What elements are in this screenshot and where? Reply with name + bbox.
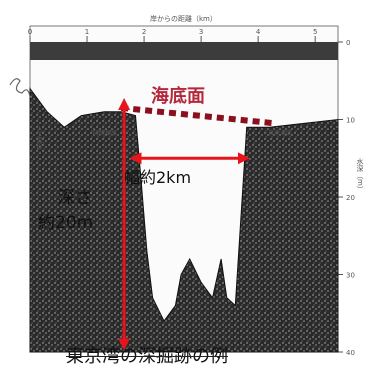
right-axis-label: 水深（m） [356,158,364,193]
chart-label-artificial-shore: 人工海岸 [35,126,42,150]
y-tick-label-3: 30 [346,272,355,280]
shore-scribble [9,78,31,98]
y-tick-label-1: 10 [346,117,355,125]
x-tick-label-4: 4 [256,28,261,36]
top-axis-label: 岸からの距離（km） [150,15,217,23]
x-tick-group: 0 1 2 3 4 5 [28,28,317,42]
seabed-annotation: 海底面 [151,86,205,107]
y-tick-label-2: 20 [346,194,355,202]
chart-label-natural-seabed-right: 自然海底 [268,130,293,137]
y-tick-label-0: 0 [346,39,350,47]
depth-annotation-line1: 深さ [58,188,92,208]
width-annotation: 幅約2km [124,168,192,187]
seabed-profile-area [29,86,339,353]
seabed-dotted-line [120,104,276,127]
x-tick-label-1: 1 [85,28,89,36]
x-tick-label-2: 2 [142,28,146,36]
top-band [30,42,338,60]
chart-label-natural-seabed-left: 自然海底 [92,130,117,137]
y-tick-group: 0 10 20 30 40 [338,39,355,357]
chart-title: 東京湾の深掘跡の例 [66,346,228,367]
x-tick-label-5: 5 [313,28,317,36]
depth-annotation-line2: 約20m [38,213,94,233]
y-tick-label-4: 40 [346,349,355,357]
x-tick-label-0: 0 [28,28,32,36]
x-tick-label-3: 3 [199,28,203,36]
